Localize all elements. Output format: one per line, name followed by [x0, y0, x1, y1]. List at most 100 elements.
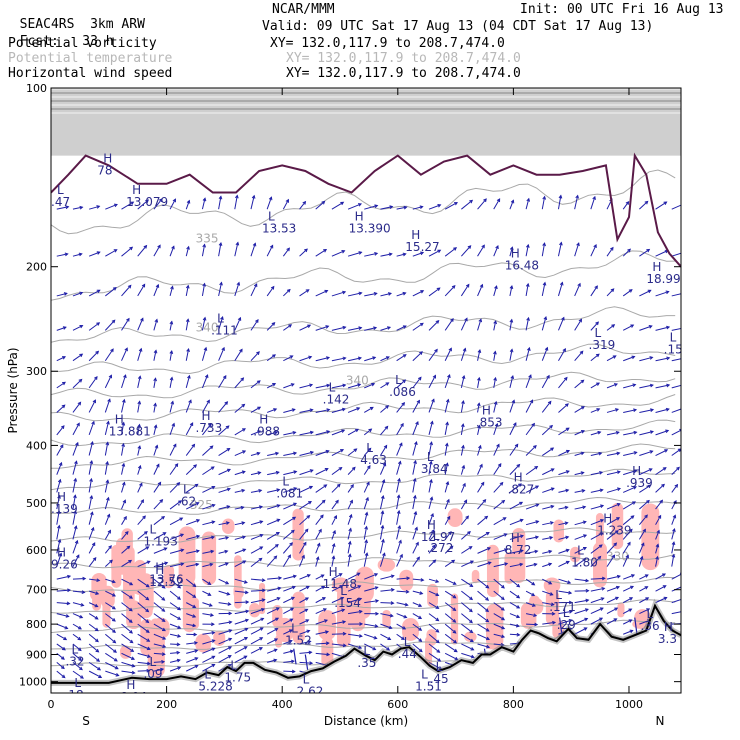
- wind-vector: [56, 670, 66, 678]
- wind-vector: [639, 468, 653, 476]
- wind-vector: [444, 374, 451, 389]
- wind-vector-head: [535, 485, 540, 489]
- wind-vector-head: [503, 533, 508, 537]
- wind-vector: [218, 347, 225, 361]
- wind-vector-head: [114, 665, 119, 670]
- wind-vector: [266, 286, 275, 297]
- wind-vector: [412, 478, 416, 493]
- wind-vector: [396, 379, 406, 389]
- wind-vector: [525, 485, 539, 493]
- wind-vector-head: [655, 543, 660, 548]
- wind-vector-head: [628, 528, 633, 533]
- wind-vector: [396, 461, 401, 475]
- wind-vector-head: [272, 383, 277, 387]
- wind-vector: [56, 425, 65, 436]
- wind-vector-head: [302, 200, 307, 205]
- wind-vector: [493, 444, 500, 456]
- wind-vector-head: [137, 423, 141, 428]
- wind-vector: [622, 555, 629, 567]
- wind-vector: [234, 282, 240, 297]
- wind-vector-head: [612, 355, 617, 359]
- extremum-l-marker: L: [366, 441, 373, 455]
- wind-vector-head: [437, 249, 442, 254]
- wind-vector: [428, 349, 438, 362]
- wind-vector: [379, 525, 384, 540]
- wind-vector: [444, 578, 457, 585]
- wind-vector: [525, 590, 535, 596]
- wind-vector-head: [177, 666, 182, 670]
- wind-vector-head: [96, 578, 101, 583]
- wind-vector-head: [567, 580, 572, 584]
- wind-vector-head: [435, 579, 440, 583]
- wind-vector-head: [373, 292, 378, 296]
- wind-vector: [347, 251, 362, 257]
- wind-vector-head: [630, 515, 635, 519]
- wind-vector-head: [239, 348, 243, 353]
- wind-vector: [88, 421, 95, 436]
- wind-vector: [299, 542, 307, 554]
- wind-vector: [56, 623, 68, 629]
- wind-vector-head: [176, 642, 181, 647]
- wind-vector-head: [388, 252, 393, 257]
- wind-vector-head: [225, 521, 230, 525]
- extremum-value: .827: [508, 482, 535, 496]
- wind-vector-head: [399, 553, 403, 558]
- wind-vector: [606, 288, 615, 297]
- wind-vector: [396, 525, 401, 540]
- wind-vector-head: [509, 348, 514, 353]
- wind-vector: [623, 486, 637, 493]
- wind-vector-head: [171, 245, 175, 250]
- theta-contour: [51, 419, 676, 447]
- wind-vector-head: [62, 356, 67, 360]
- wind-vector: [56, 404, 66, 413]
- wind-vector-head: [504, 548, 509, 552]
- wind-vector: [655, 597, 667, 604]
- wind-vector-head: [291, 596, 295, 601]
- extremum-l-marker: L: [436, 660, 443, 674]
- wind-vector-head: [194, 657, 199, 661]
- wind-vector-head: [396, 509, 401, 514]
- extremum-l-marker: L: [563, 606, 570, 620]
- extremum-value: 13.079: [126, 195, 168, 209]
- wind-vector-head: [402, 379, 407, 384]
- wind-vector-head: [671, 541, 676, 546]
- wind-vector: [655, 573, 666, 580]
- wind-vector-head: [341, 250, 346, 254]
- theta-contour: [51, 250, 676, 301]
- wind-vector: [574, 558, 586, 567]
- wind-vector-head: [666, 383, 671, 388]
- wind-vector: [331, 530, 336, 540]
- wind-vector-head: [126, 317, 130, 322]
- wind-vector-head: [309, 485, 314, 490]
- wind-vector: [541, 375, 550, 389]
- wind-vector-head: [547, 400, 552, 405]
- wind-vector: [639, 249, 650, 257]
- wind-vector: [412, 206, 423, 210]
- wind-vector-head: [599, 470, 604, 475]
- wind-vector-head: [453, 639, 458, 644]
- wind-vector: [283, 640, 293, 645]
- wind-vector: [671, 515, 676, 525]
- wind-vector-head: [274, 430, 279, 435]
- wind-vector: [250, 283, 258, 297]
- wind-vector-head: [478, 444, 482, 449]
- y-tick-label: 700: [26, 584, 47, 597]
- wind-vector-head: [107, 398, 111, 403]
- wind-vector-head: [126, 545, 131, 550]
- wind-vector-head: [470, 560, 475, 564]
- wind-vector: [574, 452, 584, 457]
- wind-vector-head: [91, 542, 96, 547]
- wind-vector: [56, 643, 66, 651]
- wind-vector-head: [318, 528, 322, 533]
- extremum-l-marker: L: [329, 381, 336, 395]
- wind-vector-head: [373, 326, 378, 330]
- wind-vector-head: [665, 407, 670, 412]
- extremum-value: .153: [664, 342, 691, 356]
- wind-vector: [542, 602, 554, 606]
- wind-vector: [331, 597, 344, 604]
- wind-vector-head: [290, 607, 295, 612]
- wind-vector-head: [105, 441, 110, 446]
- wind-vector: [347, 357, 362, 362]
- wind-vector-head: [90, 511, 94, 516]
- wind-vector: [444, 545, 454, 554]
